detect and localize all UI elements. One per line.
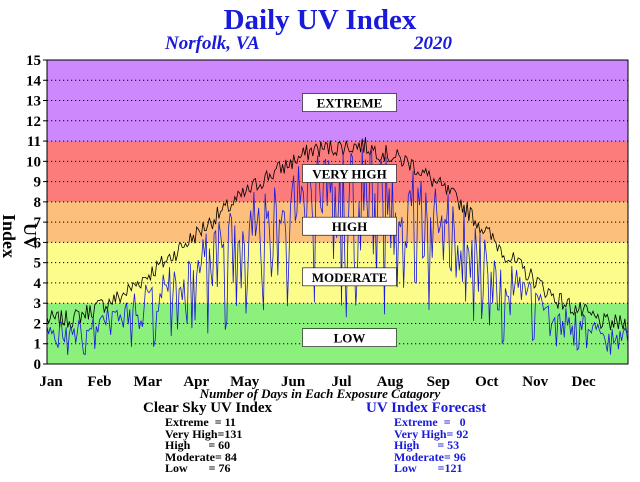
- y-tick-label-2: 2: [34, 316, 42, 332]
- forecast-low: Low =121: [394, 461, 463, 475]
- month-label-aug: Aug: [377, 374, 404, 390]
- month-label-jul: Jul: [331, 374, 351, 390]
- band-label-high: HIGH: [332, 219, 367, 234]
- month-label-jun: Jun: [281, 374, 306, 390]
- y-tick-label-14: 14: [26, 73, 42, 89]
- clear-sky-very-high: Very High=131: [165, 426, 243, 441]
- month-label-may: May: [230, 374, 260, 390]
- band-label-very-high: VERY HIGH: [312, 166, 387, 181]
- exposure-subtitle: Number of Days in Each Exposure Catagory: [199, 386, 441, 401]
- band-label-box-moderate: [302, 267, 397, 287]
- month-label-nov: Nov: [522, 374, 548, 390]
- month-label-feb: Feb: [87, 374, 111, 390]
- y-tick-label-3: 3: [34, 296, 42, 312]
- forecast-extreme: Extreme = 0: [394, 415, 466, 429]
- forecast-very-high: Very High= 92: [394, 426, 469, 441]
- y-tick-label-8: 8: [34, 195, 42, 211]
- y-tick-label-10: 10: [26, 154, 41, 170]
- y-tick-label-4: 4: [34, 276, 42, 292]
- y-tick-label-12: 12: [26, 114, 41, 130]
- month-label-oct: Oct: [475, 374, 498, 390]
- y-tick-label-9: 9: [34, 175, 42, 191]
- y-tick-label-13: 13: [26, 94, 41, 110]
- clear-sky-low: Low = 76: [165, 461, 231, 475]
- y-tick-label-1: 1: [34, 337, 42, 353]
- y-tick-label-6: 6: [34, 235, 42, 251]
- location-label: Norfolk, VA: [165, 33, 260, 54]
- clear-sky-extreme: Extreme = 11: [165, 415, 236, 429]
- band-label-box-low: [302, 328, 397, 347]
- month-label-jan: Jan: [39, 374, 63, 390]
- clear-sky-heading: Clear Sky UV Index: [143, 400, 273, 416]
- clear-sky-moderate: Moderate= 84: [165, 449, 237, 464]
- band-label-box-high: [302, 216, 397, 236]
- month-label-mar: Mar: [134, 374, 163, 390]
- chart-title: Daily UV Index: [223, 4, 417, 36]
- forecast-summary: UV Index Forecast Extreme = 0 Very High=…: [366, 400, 486, 475]
- band-label-box-very-high: [302, 164, 397, 183]
- year-label: 2020: [414, 33, 452, 54]
- clear-sky-high: High = 60: [165, 438, 231, 452]
- y-tick-label-15: 15: [26, 53, 41, 69]
- plot-frame: [46, 59, 629, 365]
- band-label-low: LOW: [334, 331, 366, 346]
- y-tick-label-5: 5: [34, 256, 42, 272]
- band-label-box-extreme: [302, 93, 397, 112]
- forecast-moderate: Moderate= 96: [394, 449, 466, 464]
- month-label-sep: Sep: [427, 374, 450, 390]
- forecast-heading: UV Index Forecast: [366, 400, 487, 416]
- y-tick-label-0: 0: [34, 357, 42, 373]
- forecast-high: High = 53: [394, 438, 460, 452]
- y-tick-label-7: 7: [34, 215, 42, 231]
- month-label-dec: Dec: [572, 374, 596, 390]
- band-label-extreme: EXTREME: [317, 96, 383, 111]
- month-label-apr: Apr: [183, 374, 209, 390]
- series-line-clear-sky-uv-index: [46, 137, 628, 333]
- y-tick-label-11: 11: [27, 134, 41, 150]
- band-label-moderate: MODERATE: [312, 270, 388, 285]
- clear-sky-summary: Clear Sky UV Index Extreme = 11 Very Hig…: [143, 400, 272, 475]
